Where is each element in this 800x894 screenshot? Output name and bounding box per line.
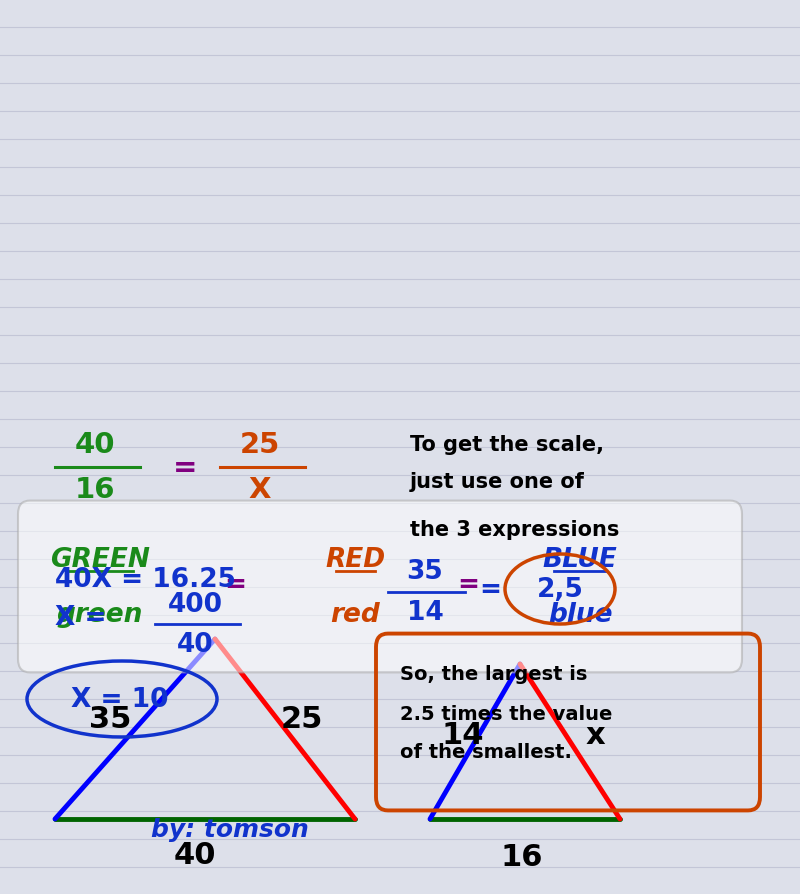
FancyBboxPatch shape [18,501,742,672]
Text: To get the scale,: To get the scale, [410,434,604,454]
Text: BLUE: BLUE [542,546,618,572]
Text: =: = [457,571,479,597]
Text: 40: 40 [174,839,216,869]
Text: So, the largest is: So, the largest is [400,665,587,684]
Text: the 3 expressions: the 3 expressions [410,519,619,539]
Text: 16: 16 [501,842,543,872]
Text: 16: 16 [74,476,115,503]
Text: red: red [330,602,380,628]
Text: 14: 14 [406,599,443,625]
Text: blue: blue [548,602,612,628]
Text: just use one of: just use one of [410,471,585,492]
Text: by: tomson: by: tomson [151,817,309,841]
Text: GREEN: GREEN [50,546,150,572]
Text: RED: RED [325,546,385,572]
Text: 400: 400 [167,591,222,618]
Text: =: = [224,571,246,597]
Text: =: = [479,577,501,603]
Text: 40X = 16.25: 40X = 16.25 [55,567,236,593]
Text: 40: 40 [177,631,214,657]
Text: 25: 25 [240,431,280,459]
Text: 40: 40 [74,431,115,459]
Text: green: green [57,602,143,628]
Text: X = 10: X = 10 [71,687,169,713]
Text: X =: X = [55,604,106,630]
Text: of the smallest.: of the smallest. [400,743,572,762]
Text: 35: 35 [406,559,443,585]
Text: 2,5: 2,5 [537,577,583,603]
Text: 25: 25 [281,704,323,734]
Text: 2.5 times the value: 2.5 times the value [400,704,612,723]
Text: 35: 35 [89,704,131,734]
Text: 14: 14 [442,720,484,748]
Text: x: x [585,720,605,748]
Text: X: X [249,476,271,503]
Text: =: = [173,453,198,482]
